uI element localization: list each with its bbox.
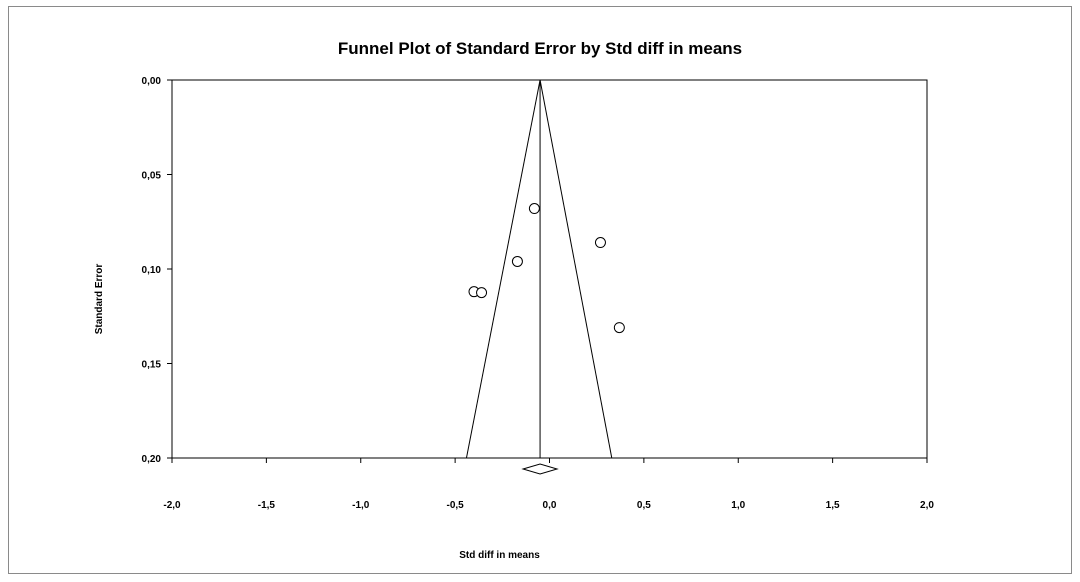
x-tick-label: 0,0 (543, 500, 557, 511)
y-tick-label: 0,10 (142, 265, 162, 276)
y-tick-label: 0,15 (142, 360, 162, 371)
summary-diamond (521, 463, 559, 475)
x-tick-label: 0,5 (637, 500, 651, 511)
funnel-right-limit (539, 79, 613, 459)
x-tick-label: 2,0 (920, 500, 934, 511)
y-axis-label: Standard Error (94, 264, 105, 335)
funnel-left-limit (465, 79, 541, 459)
plot-area (171, 79, 928, 459)
funnel-plot: Funnel Plot of Standard Error by Std dif… (94, 39, 934, 561)
x-tick-label: -1,0 (352, 500, 370, 511)
y-tick-label: 0,20 (142, 454, 162, 465)
study-point (594, 237, 606, 249)
funnel-lines (465, 79, 613, 459)
study-points (468, 203, 625, 334)
x-tick-label: -2,0 (163, 500, 181, 511)
summary-diamond-layer (521, 463, 559, 475)
x-tick-label: -1,5 (258, 500, 276, 511)
study-point (476, 287, 488, 299)
y-tick-label: 0,00 (142, 76, 162, 87)
x-tick-label: 1,0 (731, 500, 745, 511)
x-tick-label: 1,5 (826, 500, 840, 511)
study-point (613, 322, 625, 334)
y-axis-ticks: 0,00 0,05 0,10 0,15 0,20 (142, 76, 172, 465)
x-tick-label: -0,5 (447, 500, 465, 511)
chart-title: Funnel Plot of Standard Error by Std dif… (338, 39, 742, 58)
chart-frame: Funnel Plot of Standard Error by Std dif… (8, 6, 1072, 574)
study-point (511, 255, 523, 267)
x-axis-label: Std diff in means (459, 550, 540, 561)
x-axis-ticks: -2,0 -1,5 -1,0 -0,5 0,0 0,5 1,0 1,5 2,0 (163, 458, 934, 511)
study-point (528, 203, 540, 215)
y-tick-label: 0,05 (142, 171, 162, 182)
